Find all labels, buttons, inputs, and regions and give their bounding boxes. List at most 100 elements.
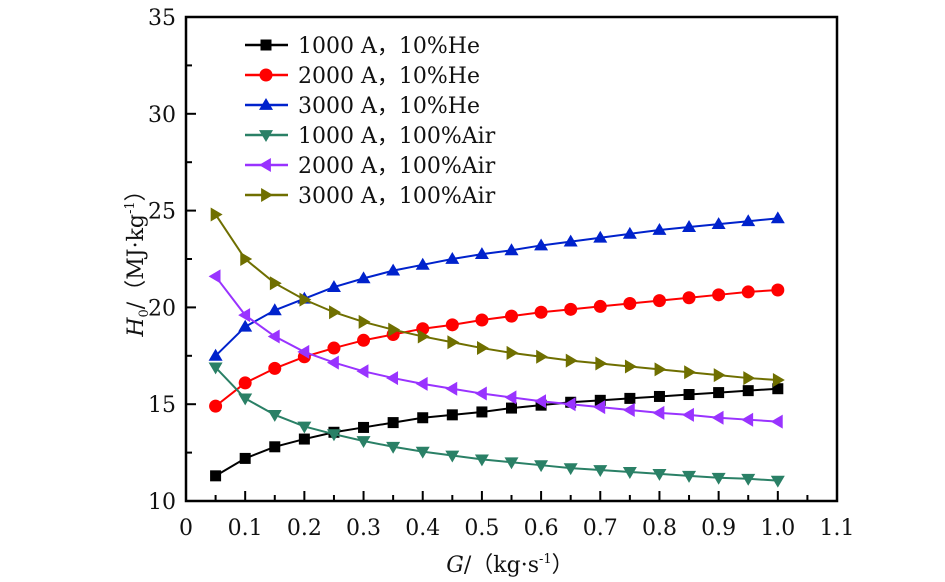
data-point-circle	[712, 288, 726, 302]
data-point-square	[387, 417, 399, 429]
data-point-triangle-right	[565, 353, 578, 368]
data-point-triangle-down	[682, 470, 697, 483]
x-tick-label: 0.2	[287, 516, 322, 541]
series-line	[214, 217, 778, 357]
data-point-triangle-down	[652, 468, 667, 481]
data-point-square	[210, 470, 222, 482]
data-point-triangle-left	[563, 397, 576, 412]
y-tick-label: 10	[148, 490, 176, 515]
y-axis-unit: /（MJ·kg	[124, 214, 149, 309]
data-point-triangle-left	[238, 308, 251, 323]
series-layer	[208, 207, 785, 488]
data-point-triangle-right	[743, 371, 756, 386]
data-point-triangle-right	[329, 305, 341, 320]
data-point-triangle-up	[534, 238, 549, 251]
legend-label: 1000 A，10%He	[298, 34, 480, 59]
y-tick-label: 35	[148, 6, 176, 31]
data-point-triangle-down	[741, 473, 756, 486]
legend-marker-triangle-left	[259, 158, 271, 172]
data-point-triangle-up	[208, 348, 223, 361]
x-tick-label: 1.0	[760, 516, 795, 541]
data-point-circle	[268, 361, 282, 375]
data-point-triangle-up	[622, 226, 637, 239]
y-axis-close: ）	[124, 179, 149, 201]
data-point-triangle-down	[208, 362, 223, 375]
data-point-triangle-right	[240, 252, 253, 266]
legend: 1000 A，10%He 2000 A，10%He 3000 A，10%He 1000…	[245, 34, 496, 209]
data-point-square	[653, 390, 665, 402]
legend-item: 1000 A，100%Air	[245, 124, 496, 149]
data-point-square	[298, 433, 310, 445]
data-point-triangle-left	[770, 414, 783, 429]
axis-ticks	[185, 16, 838, 502]
data-point-triangle-left	[267, 329, 280, 344]
data-point-triangle-up	[445, 252, 460, 264]
data-point-circle	[475, 313, 489, 327]
data-point-square	[358, 421, 370, 433]
data-point-triangle-right	[210, 207, 223, 222]
data-point-triangle-down	[534, 460, 549, 473]
legend-marker-triangle-up	[259, 98, 273, 110]
plot-frame	[184, 15, 839, 503]
legend-marker-circle	[259, 68, 273, 82]
data-point-triangle-left	[326, 355, 339, 370]
legend-marker-square	[260, 39, 272, 51]
series-line	[214, 288, 778, 407]
data-point-circle	[238, 376, 252, 390]
data-point-triangle-right	[417, 329, 430, 344]
y-axis-exp: -1	[123, 201, 138, 214]
data-point-triangle-left	[682, 407, 694, 422]
y-tick-labels: 10 15 20 25 30 35	[148, 6, 176, 515]
data-point-triangle-up	[415, 257, 430, 270]
data-point-triangle-left	[622, 403, 635, 418]
data-point-triangle-up	[652, 222, 667, 235]
data-point-triangle-up	[563, 234, 578, 247]
data-point-triangle-left	[711, 410, 724, 425]
y-axis-sub: 0	[137, 309, 152, 317]
x-tick-label: 0.1	[228, 516, 263, 541]
data-point-triangle-right	[713, 368, 726, 383]
data-point-circle	[564, 302, 578, 316]
data-point-triangle-up	[326, 280, 341, 292]
series-2	[209, 283, 785, 413]
data-point-triangle-right	[477, 341, 489, 356]
data-point-square	[239, 452, 251, 464]
data-point-triangle-left	[741, 412, 754, 427]
data-point-triangle-right	[506, 345, 519, 360]
y-tick-label: 30	[148, 103, 176, 128]
data-point-triangle-right	[358, 314, 371, 329]
legend-marker-triangle-down	[259, 130, 273, 142]
data-point-circle	[771, 283, 785, 297]
legend-label: 3000 A，100%Air	[298, 184, 496, 209]
data-point-square	[506, 402, 517, 414]
data-point-triangle-right	[536, 349, 549, 364]
data-point-triangle-down	[238, 393, 253, 406]
x-tick-label: 0.8	[642, 516, 677, 541]
data-point-circle	[652, 294, 666, 308]
x-axis-close: ）	[552, 553, 574, 578]
data-point-triangle-right	[624, 359, 637, 374]
series-4	[208, 362, 785, 488]
data-point-triangle-down	[415, 446, 430, 459]
x-tick-label: 1.1	[820, 516, 855, 541]
data-point-square	[417, 412, 429, 424]
data-point-triangle-down	[326, 429, 341, 442]
data-point-circle	[327, 341, 341, 355]
data-point-triangle-right	[654, 362, 667, 377]
x-tick-label: 0.4	[405, 516, 440, 541]
data-point-triangle-right	[684, 365, 697, 380]
data-point-triangle-left	[386, 371, 399, 386]
x-tick-label: 0.5	[464, 516, 499, 541]
series-line	[214, 213, 778, 381]
y-axis-title: H0/（MJ·kg-1）	[123, 179, 152, 337]
y-tick-label: 25	[148, 200, 176, 225]
data-point-triangle-up	[741, 214, 756, 227]
x-axis-title: G/（kg·s-1）	[446, 552, 573, 578]
data-point-triangle-up	[238, 319, 253, 332]
x-tick-label: 0.7	[583, 516, 618, 541]
data-point-circle	[209, 399, 223, 413]
data-point-triangle-down	[474, 454, 489, 467]
data-point-circle	[505, 309, 518, 323]
data-point-triangle-down	[386, 441, 401, 454]
